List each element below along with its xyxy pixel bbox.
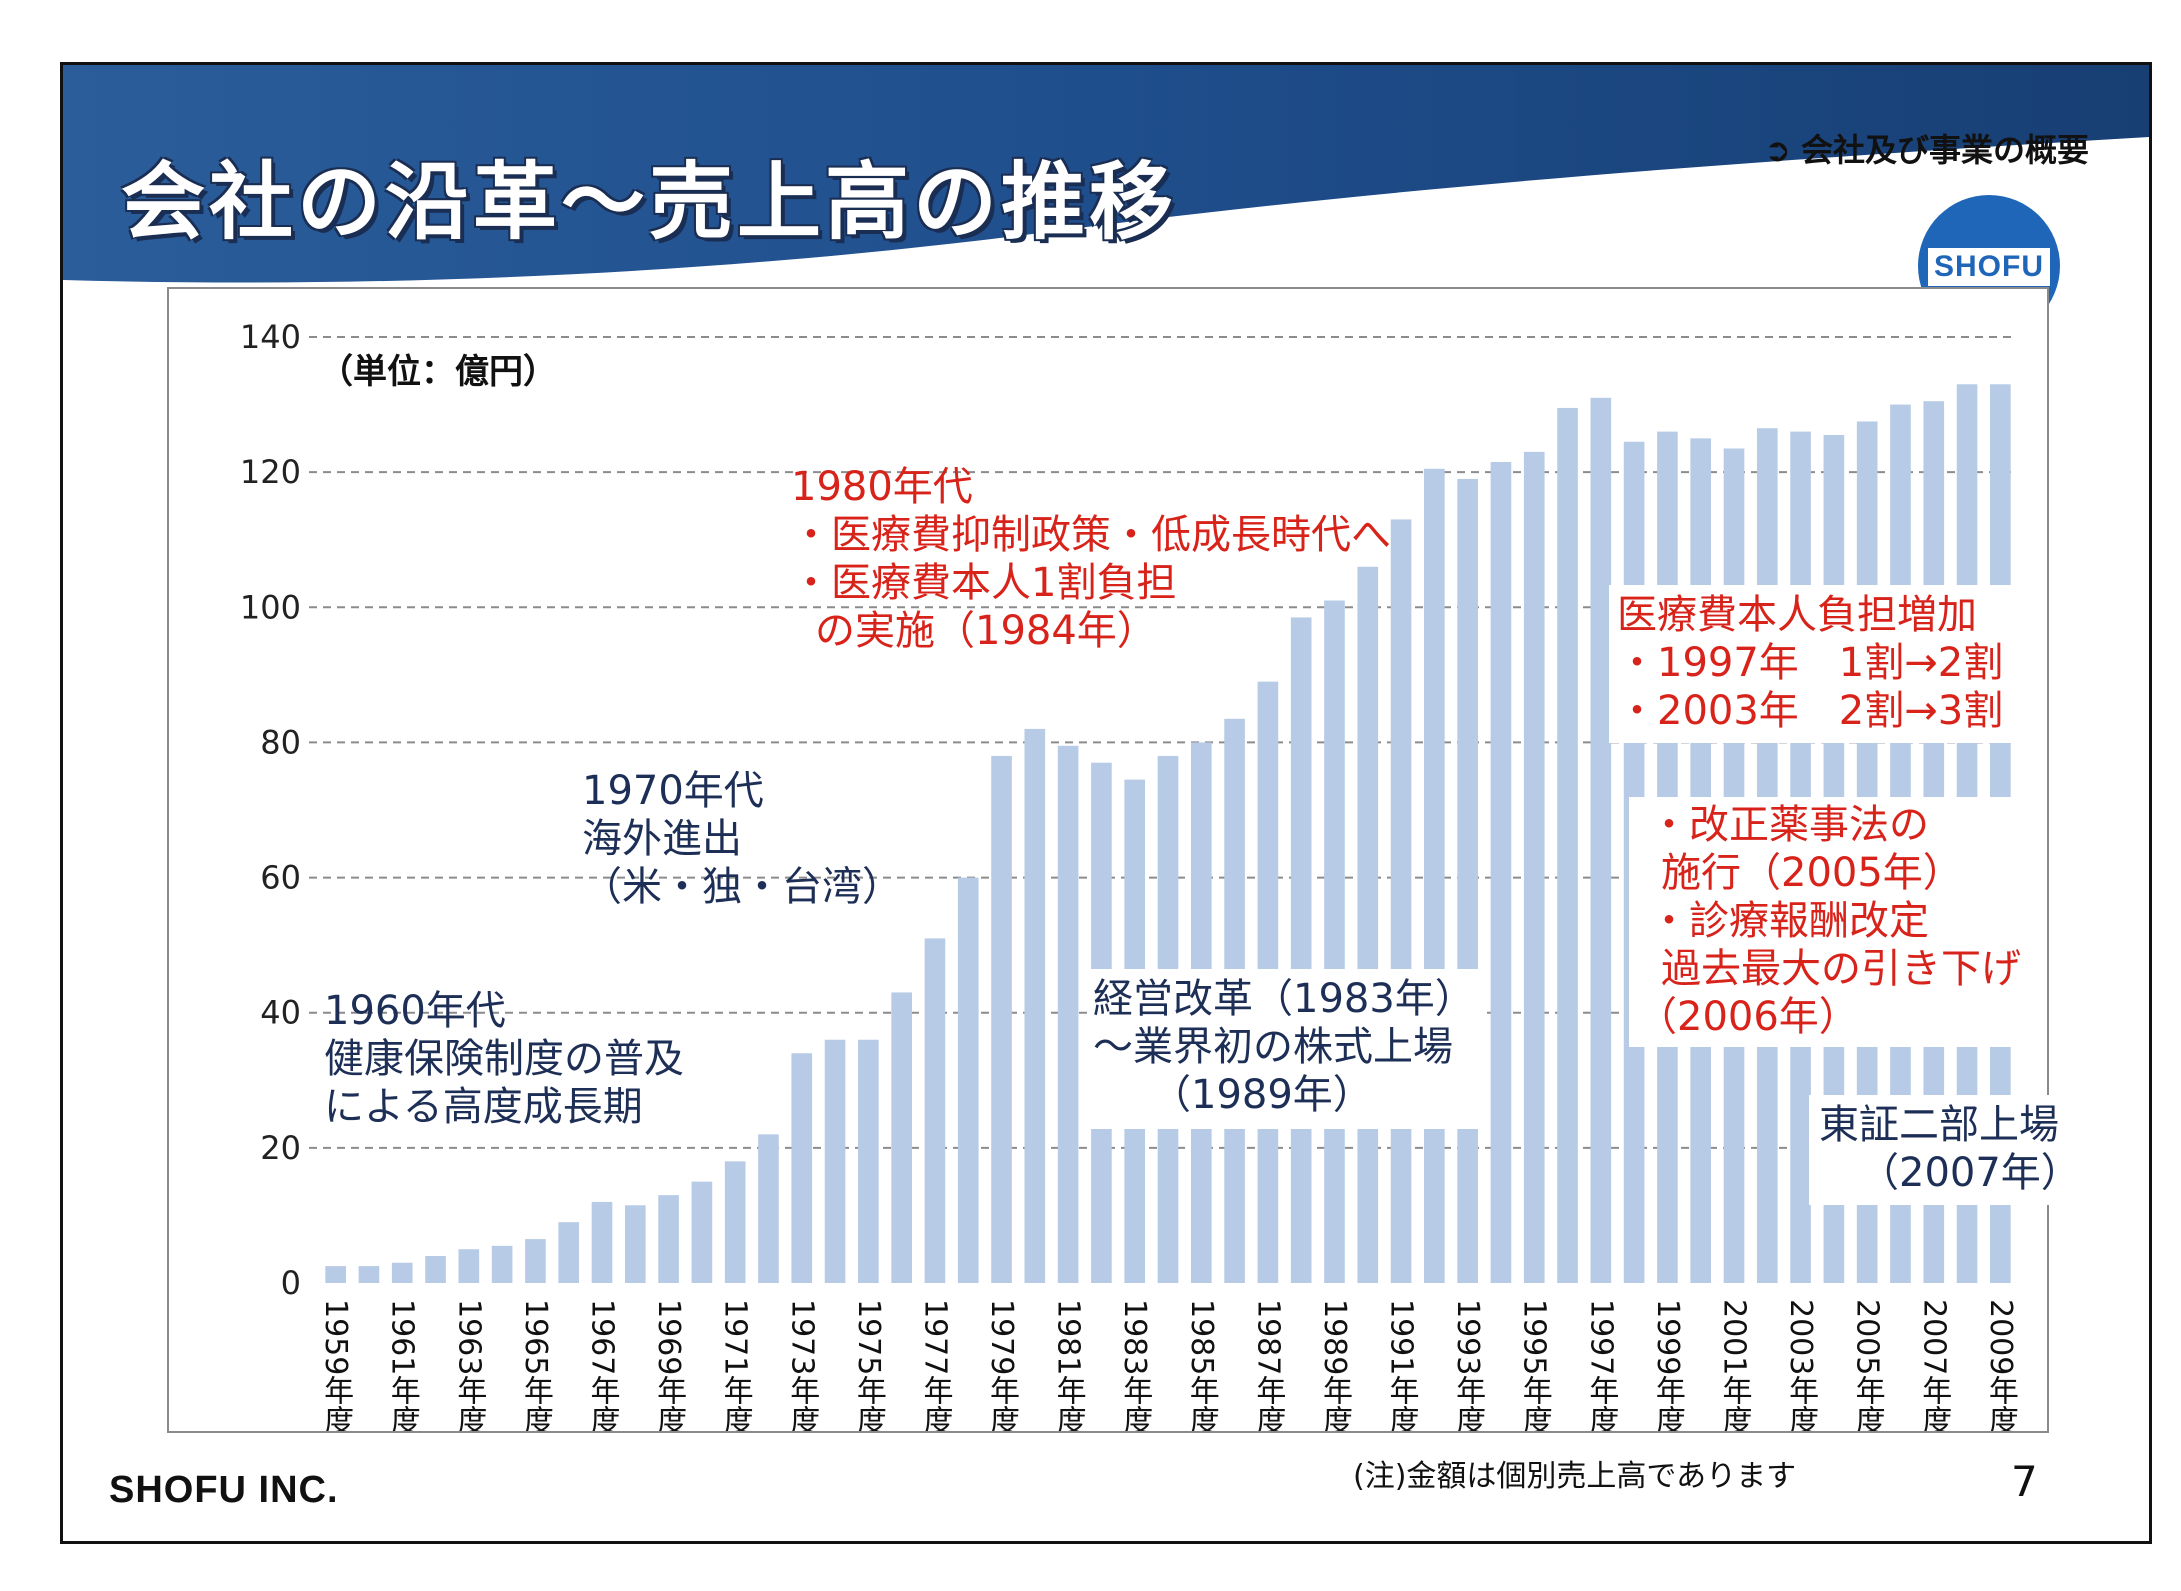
x-tick-label: 1987年度 bbox=[1250, 1299, 1285, 1431]
bar bbox=[691, 1181, 713, 1283]
y-tick-label: 60 bbox=[260, 859, 301, 897]
chart-frame: 0 20 40 60 80 100 120 140 （単位：億円） 1959年度 1961年度 196… bbox=[167, 287, 2091, 1433]
y-tick-label: 20 bbox=[260, 1129, 301, 1167]
logo-text: SHOFU bbox=[1928, 248, 2050, 286]
bar bbox=[924, 938, 946, 1283]
x-tick-label: 1967年度 bbox=[585, 1299, 620, 1431]
y-tick-label: 40 bbox=[260, 994, 301, 1032]
section-label: ➲ 会社及び事業の概要 bbox=[1764, 131, 2089, 169]
bar bbox=[891, 992, 912, 1283]
bar bbox=[1390, 519, 1412, 1283]
bar bbox=[724, 1161, 746, 1283]
bar bbox=[991, 755, 1012, 1283]
page-number: 7 bbox=[2011, 1457, 2038, 1506]
bar bbox=[1424, 468, 1445, 1283]
bar bbox=[791, 1053, 813, 1283]
x-tick-label: 1977年度 bbox=[917, 1299, 952, 1431]
bar bbox=[1290, 617, 1312, 1283]
slide: 会社の沿革～売上高の推移 ➲ 会社及び事業の概要 SHOFU 0 20 40 60 80 1… bbox=[60, 62, 2152, 1544]
bar bbox=[325, 1266, 346, 1283]
annotation-1970s: 1970年代 海外進出 （米・独・台湾） bbox=[582, 768, 902, 910]
x-tick-label: 2007年度 bbox=[1916, 1299, 1951, 1431]
bar bbox=[1357, 566, 1379, 1283]
x-tick-label: 1997年度 bbox=[1583, 1299, 1618, 1431]
bar bbox=[591, 1201, 613, 1283]
circle-arrow-icon: ➲ bbox=[1764, 131, 1791, 169]
x-tick-label: 1971年度 bbox=[718, 1299, 753, 1431]
y-tick-label: 80 bbox=[260, 723, 301, 761]
unit-label: （単位：億円） bbox=[319, 352, 557, 392]
bar bbox=[1324, 600, 1345, 1283]
y-tick-label: 120 bbox=[240, 453, 301, 491]
x-tick-label: 1989年度 bbox=[1317, 1299, 1352, 1431]
x-tick-label: 2003年度 bbox=[1783, 1299, 1818, 1431]
bar bbox=[624, 1205, 646, 1283]
bar bbox=[658, 1195, 679, 1283]
annotation-pharma: ・改正薬事法の 施行（2005年） ・診療報酬改定 過去最大の引き下げ （200… bbox=[1629, 797, 2029, 1047]
x-tick-label: 1993年度 bbox=[1450, 1299, 1485, 1431]
bar bbox=[1590, 397, 1612, 1283]
x-tick-label: 1983年度 bbox=[1117, 1299, 1152, 1431]
x-tick-label: 1991年度 bbox=[1384, 1299, 1419, 1431]
x-tick-label: 2005年度 bbox=[1850, 1299, 1885, 1431]
bar bbox=[957, 877, 979, 1283]
x-tick-label: 1969年度 bbox=[651, 1299, 686, 1431]
x-tick-label: 1965年度 bbox=[518, 1299, 553, 1431]
x-tick-label: 1979年度 bbox=[984, 1299, 1019, 1431]
x-tick-label: 2009年度 bbox=[1983, 1299, 2018, 1431]
bar bbox=[458, 1249, 480, 1283]
page-title: 会社の沿革～売上高の推移 bbox=[121, 153, 1178, 251]
bar bbox=[1457, 478, 1478, 1283]
title-banner bbox=[63, 65, 2149, 283]
x-tick-label: 1973年度 bbox=[784, 1299, 819, 1431]
bar bbox=[824, 1039, 846, 1283]
bar bbox=[525, 1239, 546, 1283]
bar bbox=[358, 1266, 380, 1283]
annotation-1980s: 1980年代 ・医療費抑制政策・低成長時代へ ・医療費本人1割負担 の実施（19… bbox=[791, 464, 1391, 654]
y-tick-label: 0 bbox=[281, 1264, 301, 1302]
x-tick-label: 2001年度 bbox=[1717, 1299, 1752, 1431]
bar bbox=[1557, 407, 1578, 1283]
x-tick-label: 1963年度 bbox=[451, 1299, 486, 1431]
bar bbox=[491, 1245, 513, 1283]
bar bbox=[425, 1255, 446, 1283]
company-name: SHOFU INC. bbox=[109, 1469, 339, 1511]
bar bbox=[858, 1039, 879, 1283]
annotation-copay: 医療費本人負担増加 ・1997年 1割→2割 ・2003年 2割→3割 bbox=[1609, 585, 2012, 743]
bar bbox=[1024, 728, 1046, 1283]
bar bbox=[1057, 745, 1079, 1283]
bar bbox=[758, 1134, 779, 1283]
bar bbox=[391, 1262, 413, 1283]
bar bbox=[1523, 451, 1545, 1283]
x-tick-label: 1975年度 bbox=[851, 1299, 886, 1431]
y-tick-label: 100 bbox=[240, 588, 301, 626]
annotation-tse: 東証二部上場 （2007年） bbox=[1809, 1095, 2091, 1205]
x-tick-label: 1999年度 bbox=[1650, 1299, 1685, 1431]
x-tick-label: 1995年度 bbox=[1517, 1299, 1552, 1431]
annotation-reform: 経営改革（1983年） ～業界初の株式上場 （1989年） bbox=[1087, 969, 1487, 1129]
x-tick-label: 1985年度 bbox=[1184, 1299, 1219, 1431]
annotation-1960s: 1960年代 健康保険制度の普及 による高度成長期 bbox=[324, 988, 684, 1130]
bar bbox=[1490, 462, 1512, 1283]
x-tick-label: 1959年度 bbox=[318, 1299, 353, 1431]
x-tick-label: 1961年度 bbox=[385, 1299, 420, 1431]
footnote: (注)金額は個別売上高であります bbox=[1353, 1459, 1797, 1494]
y-tick-label: 140 bbox=[240, 318, 301, 356]
x-tick-label: 1981年度 bbox=[1051, 1299, 1086, 1431]
bar bbox=[558, 1222, 580, 1283]
